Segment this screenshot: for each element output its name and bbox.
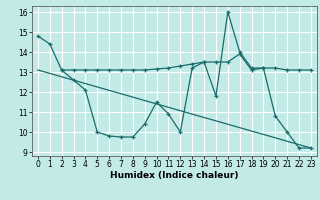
X-axis label: Humidex (Indice chaleur): Humidex (Indice chaleur): [110, 171, 239, 180]
